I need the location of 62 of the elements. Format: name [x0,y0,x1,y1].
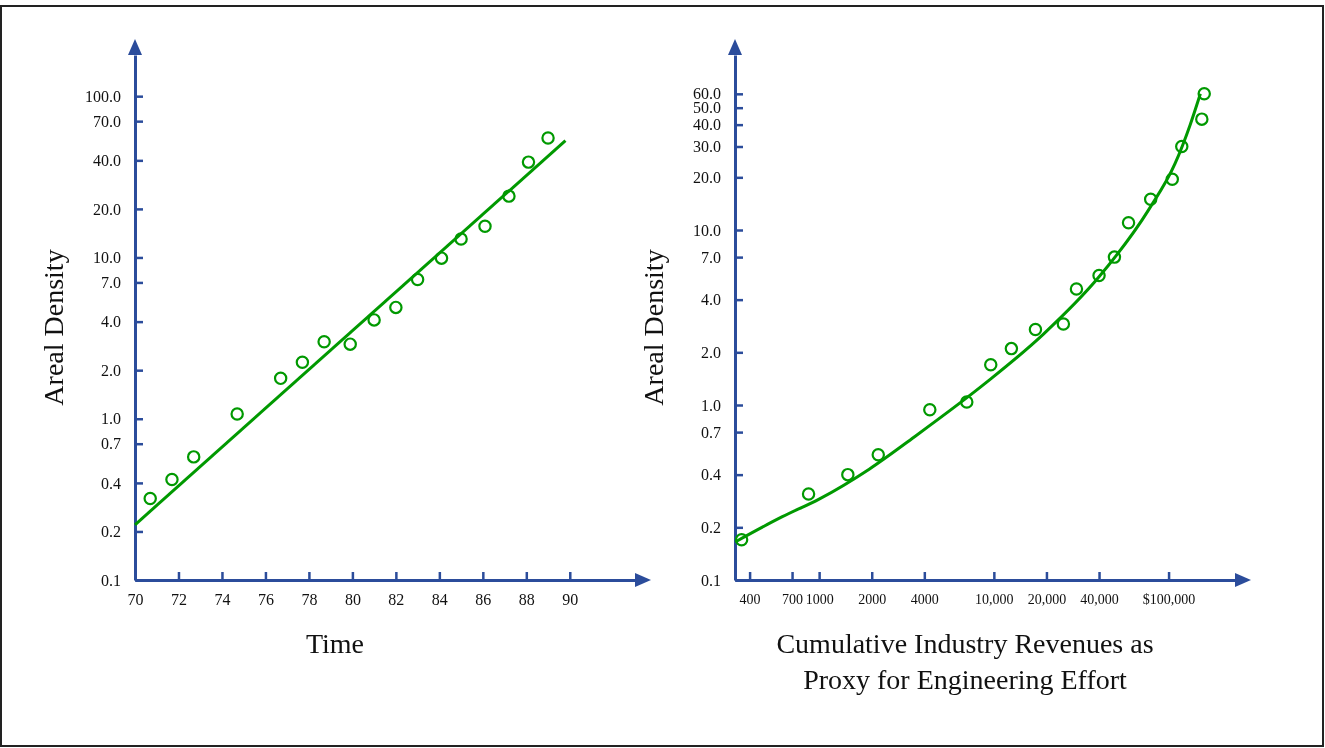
x-tick-label: 1000 [805,591,834,607]
point [186,450,201,464]
x-axis-title: Time [305,628,365,659]
y-tick-label: 20.0 [693,168,721,186]
y-tick-label: 100.0 [85,87,121,105]
y-tick-label: 0.2 [701,518,721,536]
y-tick-label: 40.0 [693,116,721,134]
y-tick-label: 1.0 [701,396,721,414]
y-tick-label: 10.0 [693,221,721,239]
y-tick-label: 0.2 [101,523,121,541]
point [165,472,179,487]
x-tick-label: 70 [127,591,144,609]
y-tick-label: 7.0 [101,274,121,292]
y-tick-label: 40.0 [93,151,121,169]
y-tick-label: 0.7 [701,423,721,441]
x-tick-label: 40,000 [1080,591,1119,607]
y-tick-label: 30.0 [693,138,721,156]
y-tick-label: 7.0 [701,248,721,266]
point [389,300,403,315]
x-tick-label: 82 [388,591,405,609]
y-tick-label: 0.7 [101,435,121,453]
point [521,155,536,169]
point [478,219,492,234]
y-tick-label: 70.0 [93,112,121,130]
x-tick-label: 74 [214,591,231,609]
x-tick-label: 4000 [910,591,939,607]
x-tick-label: 86 [475,591,492,609]
point [367,313,381,327]
point [343,337,357,351]
x-tick-label: 90 [562,591,579,609]
x-tick-label: 2000 [858,591,887,607]
x-tick-label: 80 [344,591,361,609]
point [541,131,555,145]
y-tick-label: 2.0 [101,361,121,379]
point [143,491,157,506]
point [273,371,288,386]
y-tick-label: 2.0 [701,343,721,361]
y-axis-title: Areal Density [638,249,669,406]
x-tick-label: 78 [301,591,318,609]
x-tick-label: 84 [431,591,448,609]
x-tick-label: 76 [257,591,274,609]
x-tick-label: 88 [518,591,535,609]
y-tick-label: 0.4 [701,466,721,484]
point [230,407,244,421]
y-axis-title: Areal Density [38,249,69,406]
y-tick-label: 20.0 [93,200,121,218]
x-tick-label: $100,000 [1142,591,1196,607]
x-tick-label: 700 [782,591,804,607]
y-tick-label: 10.0 [93,249,121,267]
x-tick-label: 72 [170,591,187,609]
x-tick-label: 20,000 [1027,591,1067,607]
x-axis-title: Cumulative Industry Revenues as Proxy for Engineering Effort [776,628,1154,695]
y-tick-label: 0.4 [101,474,121,492]
x-tick-label: 10,000 [975,591,1014,607]
x-tick-label: 400 [739,591,761,607]
y-tick-label: 0.1 [701,571,721,589]
y-tick-label: 4.0 [101,313,121,331]
point [295,355,310,369]
y-tick-label: 1.0 [101,410,121,428]
y-tick-label: 0.1 [101,571,121,589]
point [317,335,331,349]
y-tick-label: 4.0 [701,291,721,309]
